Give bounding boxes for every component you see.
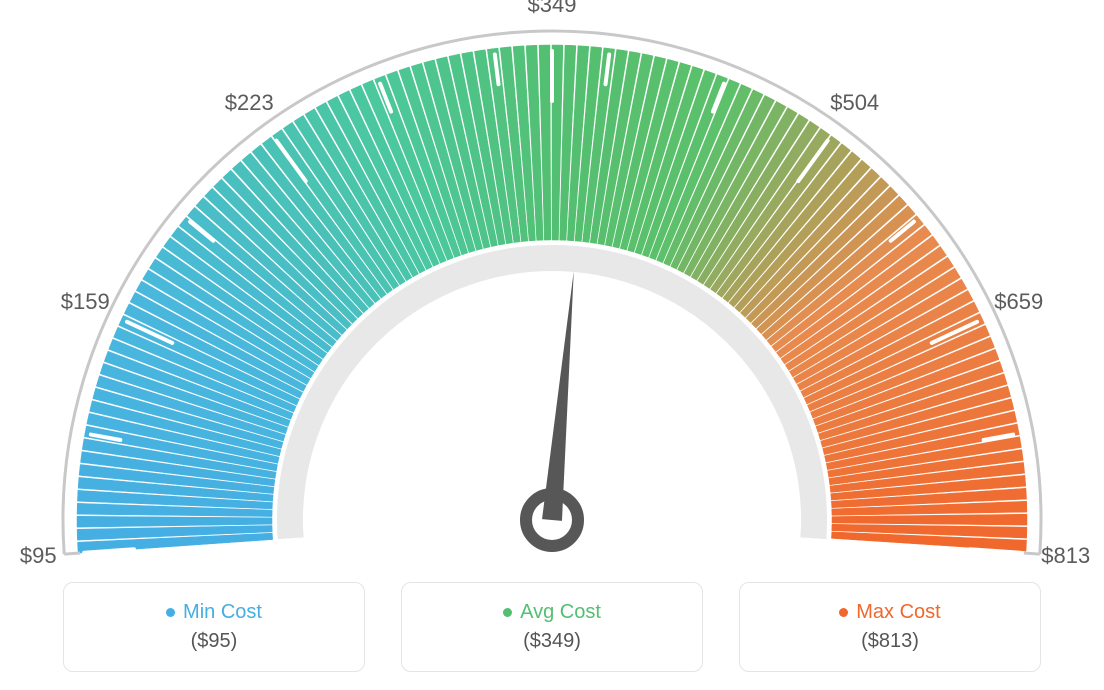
legend-value-avg: ($349) [523,630,581,653]
gauge-tick-label: $504 [830,90,879,116]
gauge-area: $95$159$223$349$504$659$813 [0,0,1104,560]
gauge-needle [542,271,574,521]
legend-label-avg: Avg Cost [520,601,601,624]
dot-icon [166,608,175,617]
gauge-tick-label: $813 [1041,543,1090,569]
legend-value-min: ($95) [191,630,238,653]
gauge-tick-label: $95 [20,543,57,569]
legend-label-max: Max Cost [856,601,940,624]
legend-top-avg: Avg Cost [503,601,601,624]
legend-card-avg: Avg Cost ($349) [401,582,703,672]
legend-label-min: Min Cost [183,601,262,624]
dot-icon [503,608,512,617]
gauge-svg [0,0,1104,560]
gauge-tick-label: $659 [994,289,1043,315]
gauge-tick-label: $223 [225,90,274,116]
legend-value-max: ($813) [861,630,919,653]
legend-card-max: Max Cost ($813) [739,582,1041,672]
legend-card-min: Min Cost ($95) [63,582,365,672]
gauge-chart-container: $95 $159 $223 $349 $504 $659 $813 Min Cost ($9… [0,0,1104,690]
dot-icon [839,608,848,617]
legend-top-min: Min Cost [166,601,262,624]
legend-top-max: Max Cost [839,601,940,624]
legend-row: Min Cost ($95) Avg Cost ($349) Max Cost … [0,582,1104,672]
gauge-tick-label: $349 [528,0,577,18]
gauge-tick-label: $159 [61,289,110,315]
